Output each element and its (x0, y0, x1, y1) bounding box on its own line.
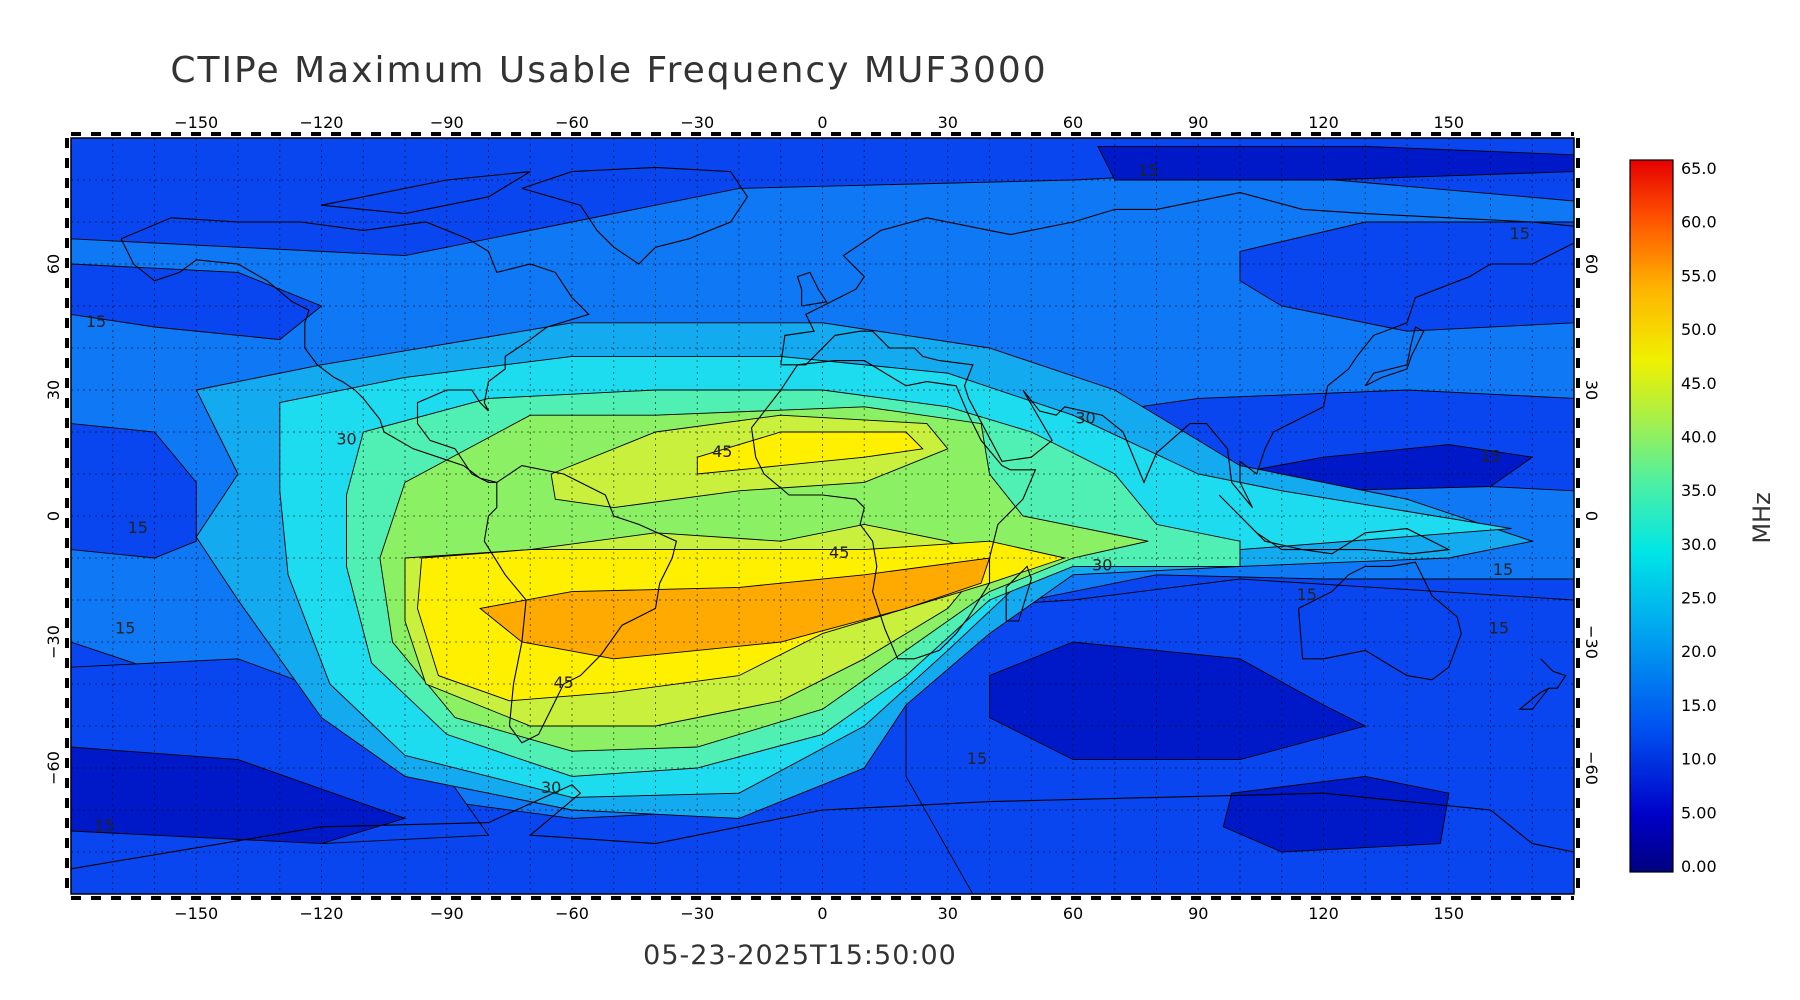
coastline-uk (796, 271, 828, 307)
lon-tick-top: −150 (174, 113, 218, 132)
lon-tick-top: 0 (817, 113, 827, 132)
colorbar-label: 65.0 (1681, 159, 1717, 178)
lat-tick-right: −60 (1582, 751, 1601, 785)
lat-tick-right: 0 (1582, 511, 1601, 521)
colorbar-label: 20.0 (1681, 642, 1717, 661)
lat-tick-left: −60 (44, 751, 63, 785)
coastline-australia (1297, 561, 1462, 681)
contour-label: 15 (128, 518, 148, 537)
coastline-new-zealand (1518, 658, 1567, 710)
colorbar-label: 0.00 (1681, 857, 1717, 876)
colorbar-label: 10.0 (1681, 750, 1717, 769)
contour-region-l5a (989, 641, 1367, 761)
contour-region-l50 (479, 557, 991, 660)
coastline-greenland (521, 166, 749, 265)
lon-tick-bottom: 150 (1433, 904, 1464, 923)
contour-label: 15 (1138, 161, 1158, 180)
contour-label: 30 (541, 778, 561, 797)
contour-label: 15 (1489, 619, 1509, 638)
contour-labels: 15 15 15 15 15 15 15 15 15 15 15 30 30 30 30 45 45 45 (86, 161, 1530, 835)
lon-tick-bottom: −120 (300, 904, 344, 923)
coastline-indonesia (1218, 494, 1451, 555)
colorbar-label: 15.0 (1681, 696, 1717, 715)
contour-label: 45 (553, 673, 573, 692)
contour-label: 30 (336, 430, 356, 449)
contour-label: 30 (1092, 556, 1112, 575)
lon-tick-top: 60 (1063, 113, 1083, 132)
colorbar-labels: 65.0 60.0 55.0 50.0 45.0 40.0 35.0 30.0 25.0 20.0… (1681, 159, 1717, 876)
colorbar: 65.0 60.0 55.0 50.0 45.0 40.0 35.0 30.0 25.0 20.0… (1629, 159, 1776, 876)
lat-tick-left: 30 (44, 380, 63, 400)
coastline-japan (1364, 326, 1425, 387)
colorbar-unit: MHz (1748, 492, 1776, 543)
lat-tick-right: −30 (1582, 625, 1601, 659)
lat-tick-left: 0 (44, 511, 63, 521)
lon-tick-bottom: −90 (430, 904, 464, 923)
lon-tick-bottom: 30 (938, 904, 958, 923)
lon-tick-top: −30 (680, 113, 714, 132)
lon-tick-bottom: 90 (1188, 904, 1208, 923)
contour-label: 15 (1493, 560, 1513, 579)
contour-label: 45 (829, 543, 849, 562)
lon-tick-bottom: −60 (555, 904, 589, 923)
coastline-arctic-islands (321, 171, 531, 215)
colorbar-label: 35.0 (1681, 481, 1717, 500)
colorbar-label: 25.0 (1681, 589, 1717, 608)
lat-tick-right: 30 (1582, 380, 1601, 400)
colorbar-label: 50.0 (1681, 320, 1717, 339)
map-border-ticks (65, 132, 1580, 900)
map-border (70, 137, 1575, 895)
lon-tick-bottom: 0 (817, 904, 827, 923)
lon-tick-top: −120 (300, 113, 344, 132)
lat-lon-grid (71, 138, 1574, 894)
lat-tick-left: 60 (44, 254, 63, 274)
lon-tick-bottom: 120 (1308, 904, 1339, 923)
lat-tick-right: 60 (1582, 254, 1601, 274)
lon-tick-top: −60 (555, 113, 589, 132)
lon-tick-top: 90 (1188, 113, 1208, 132)
chart-title: CTIPe Maximum Usable Frequency MUF3000 (170, 50, 1048, 91)
lon-tick-top: 30 (938, 113, 958, 132)
colorbar-gradient (1629, 159, 1674, 873)
contour-label: 15 (115, 619, 135, 638)
lat-tick-left: −30 (44, 625, 63, 659)
coastline-north-america (120, 217, 590, 483)
contour-label: 30 (1075, 409, 1095, 428)
colorbar-label: 5.00 (1681, 803, 1717, 822)
contour-region-l5c (1222, 775, 1450, 853)
contour-label: 15 (94, 816, 114, 835)
contour-region-l5b (71, 746, 407, 845)
contour-label: 15 (1480, 446, 1500, 465)
contour-label: 15 (86, 312, 106, 331)
contour-label: 15 (967, 749, 987, 768)
coastline-africa (750, 360, 1037, 660)
map-frame: 15 15 15 15 15 15 15 15 15 15 15 30 30 30 30 45 45 45 −15… (44, 113, 1601, 923)
lon-tick-top: −90 (430, 113, 464, 132)
timestamp: 05-23-2025T15:50:00 (643, 940, 957, 971)
colorbar-label: 60.0 (1681, 213, 1717, 232)
lon-tick-bottom: 60 (1063, 904, 1083, 923)
contour-label: 45 (712, 442, 732, 461)
colorbar-label: 40.0 (1681, 427, 1717, 446)
axis-tick-labels: −150 −150 −120 −120 −90 −90 −60 −60 −30 −30 0 0 30 30… (44, 113, 1601, 923)
lon-tick-bottom: −150 (174, 904, 218, 923)
lon-tick-bottom: −30 (680, 904, 714, 923)
contour-label: 15 (1297, 585, 1317, 604)
contour-label: 15 (1510, 224, 1530, 243)
lon-tick-top: 120 (1308, 113, 1339, 132)
colorbar-label: 45.0 (1681, 374, 1717, 393)
coastline-madagascar (1005, 565, 1032, 622)
coastline-antarctica (71, 784, 1574, 870)
lon-tick-top: 150 (1433, 113, 1464, 132)
colorbar-label: 55.0 (1681, 266, 1717, 285)
colorbar-label: 30.0 (1681, 535, 1717, 554)
